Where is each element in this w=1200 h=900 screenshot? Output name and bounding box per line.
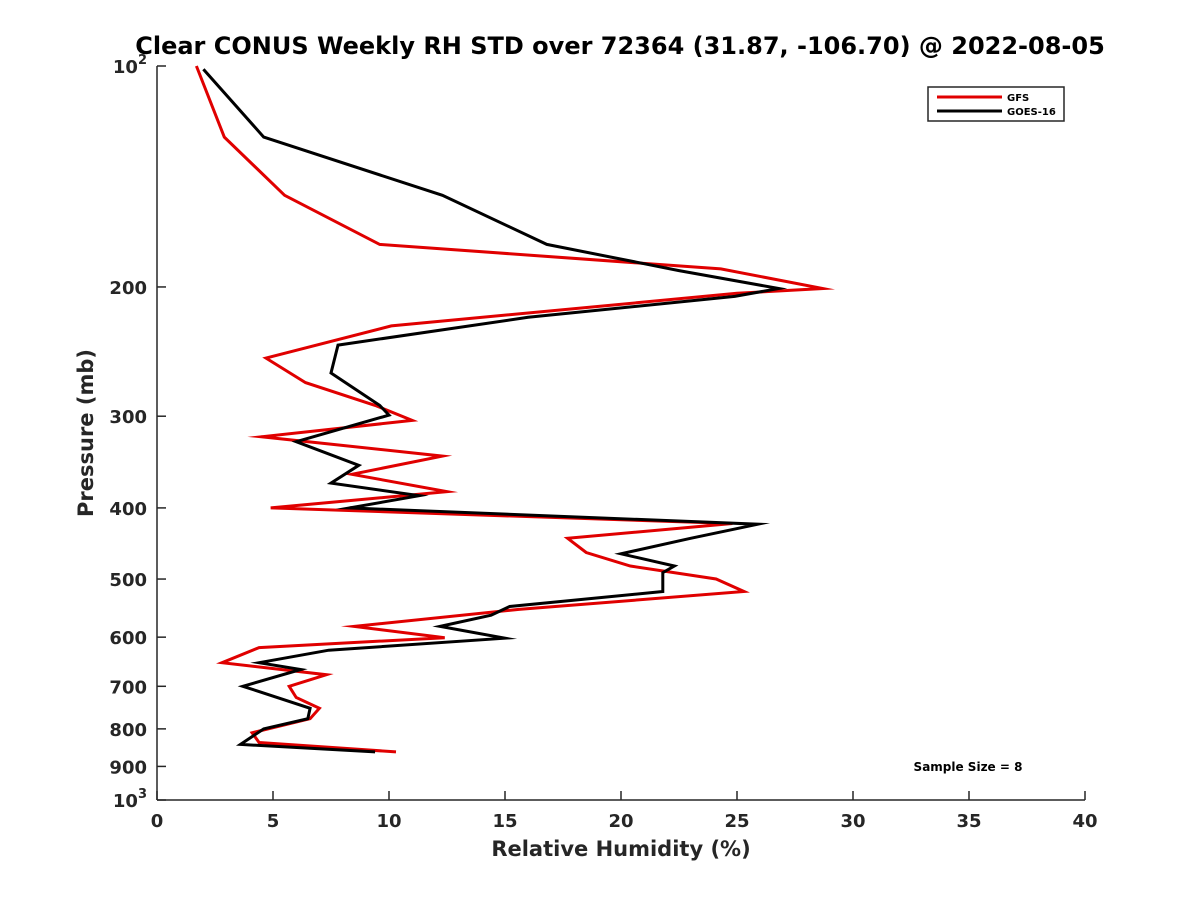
series-line-goes-16 (202, 68, 788, 754)
legend-box (927, 86, 1065, 122)
x-tick-label: 15 (492, 811, 517, 832)
chart-title: Clear CONUS Weekly RH STD over 72364 (31… (135, 32, 1105, 60)
y-tick-label: 200 (109, 278, 147, 299)
x-tick-label: 30 (840, 811, 865, 832)
legend-label: GFS (1007, 93, 1029, 104)
x-axis-label: Relative Humidity (%) (491, 837, 750, 861)
series-line-gfs (195, 65, 836, 754)
x-tick-label: 5 (267, 811, 280, 832)
y-tick-label: 300 (109, 407, 147, 428)
sample-size-annotation: Sample Size = 8 (914, 760, 1023, 774)
y-tick-label: 102 (113, 53, 147, 78)
y-tick-label: 500 (109, 570, 147, 591)
x-tick-label: 20 (608, 811, 633, 832)
y-tick-label: 600 (109, 628, 147, 649)
y-tick-label: 700 (109, 677, 147, 698)
legend: GFS GOES-16 (927, 86, 1065, 122)
x-tick-label: 40 (1072, 811, 1097, 832)
x-tick-label: 25 (724, 811, 749, 832)
series-lines (195, 65, 836, 754)
axes: 0 5 10 15 20 25 30 35 40 102 200 300 400 500 600 700 800… (109, 53, 1097, 832)
x-tick-label: 0 (151, 811, 164, 832)
x-tick-label: 10 (376, 811, 401, 832)
y-tick-label: 400 (109, 499, 147, 520)
y-tick-label: 900 (109, 757, 147, 778)
x-tick-label: 35 (956, 811, 981, 832)
y-tick-label: 800 (109, 720, 147, 741)
legend-label: GOES-16 (1007, 107, 1056, 118)
y-tick-label: 103 (113, 787, 147, 812)
y-axis-label: Pressure (mb) (74, 349, 98, 517)
